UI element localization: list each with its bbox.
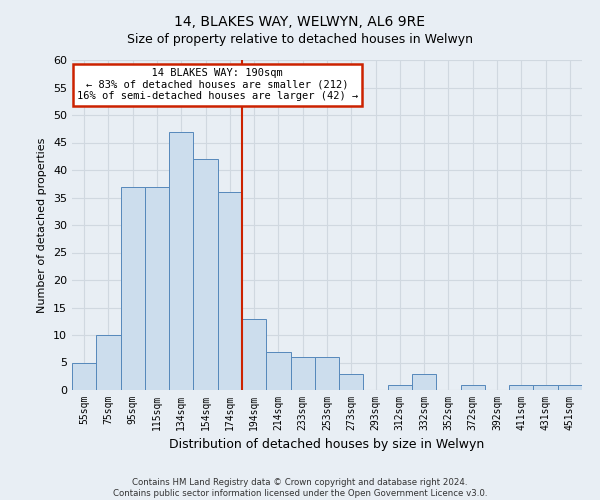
Bar <box>266 352 290 390</box>
Bar <box>290 357 315 390</box>
Bar <box>509 384 533 390</box>
Bar <box>193 159 218 390</box>
Bar <box>121 186 145 390</box>
Bar <box>242 318 266 390</box>
Bar <box>412 374 436 390</box>
Bar <box>72 362 96 390</box>
Y-axis label: Number of detached properties: Number of detached properties <box>37 138 47 312</box>
Bar <box>461 384 485 390</box>
Bar <box>315 357 339 390</box>
Bar <box>339 374 364 390</box>
Bar <box>145 186 169 390</box>
Bar <box>533 384 558 390</box>
Bar <box>388 384 412 390</box>
Bar <box>558 384 582 390</box>
Bar <box>96 335 121 390</box>
Text: 14 BLAKES WAY: 190sqm  
← 83% of detached houses are smaller (212)
16% of semi-d: 14 BLAKES WAY: 190sqm ← 83% of detached … <box>77 68 358 102</box>
Bar <box>169 132 193 390</box>
Bar <box>218 192 242 390</box>
Text: Contains HM Land Registry data © Crown copyright and database right 2024.
Contai: Contains HM Land Registry data © Crown c… <box>113 478 487 498</box>
X-axis label: Distribution of detached houses by size in Welwyn: Distribution of detached houses by size … <box>169 438 485 452</box>
Text: Size of property relative to detached houses in Welwyn: Size of property relative to detached ho… <box>127 32 473 46</box>
Text: 14, BLAKES WAY, WELWYN, AL6 9RE: 14, BLAKES WAY, WELWYN, AL6 9RE <box>175 15 425 29</box>
